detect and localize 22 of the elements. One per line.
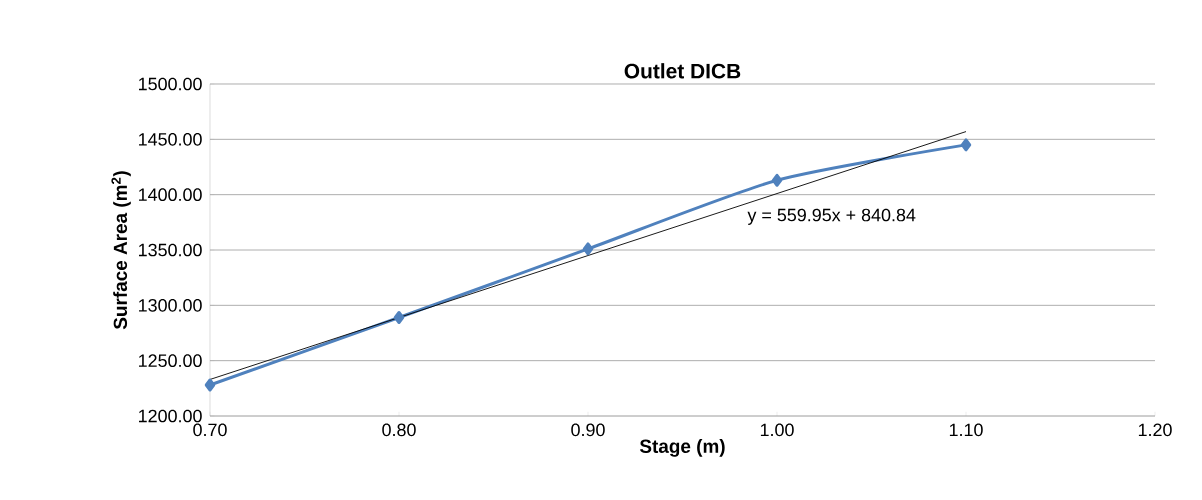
x-tick-label: 1.10 [949,423,983,437]
y-tick-label: 1300.00 [139,298,202,312]
point [204,378,216,392]
point [960,138,972,152]
annotation: y = 559.95x + 840.84 [747,208,916,225]
y-tick-label: 1200.00 [139,409,202,423]
x-tick-label: 1.00 [760,423,794,437]
x-tick-label: 0.80 [382,423,416,437]
y-tick-label: 1250.00 [139,354,202,368]
y-tick-label: 1500.00 [139,77,202,91]
point [771,173,783,187]
y-tick-label: 1350.00 [139,243,202,257]
y-tick-label: 1400.00 [139,188,202,202]
point [393,311,405,325]
y-tick-label: 1450.00 [139,132,202,146]
x-tick-label: 0.90 [571,423,605,437]
x-tick-label: 0.70 [193,423,227,437]
point [582,242,594,256]
x-axis-title: Stage (m) [639,439,725,457]
x-tick-label: 1.20 [1138,423,1172,437]
chart-title: Outlet DICB [624,63,741,79]
y-axis-title: Surface Area (m$^{2}$) [111,171,131,330]
